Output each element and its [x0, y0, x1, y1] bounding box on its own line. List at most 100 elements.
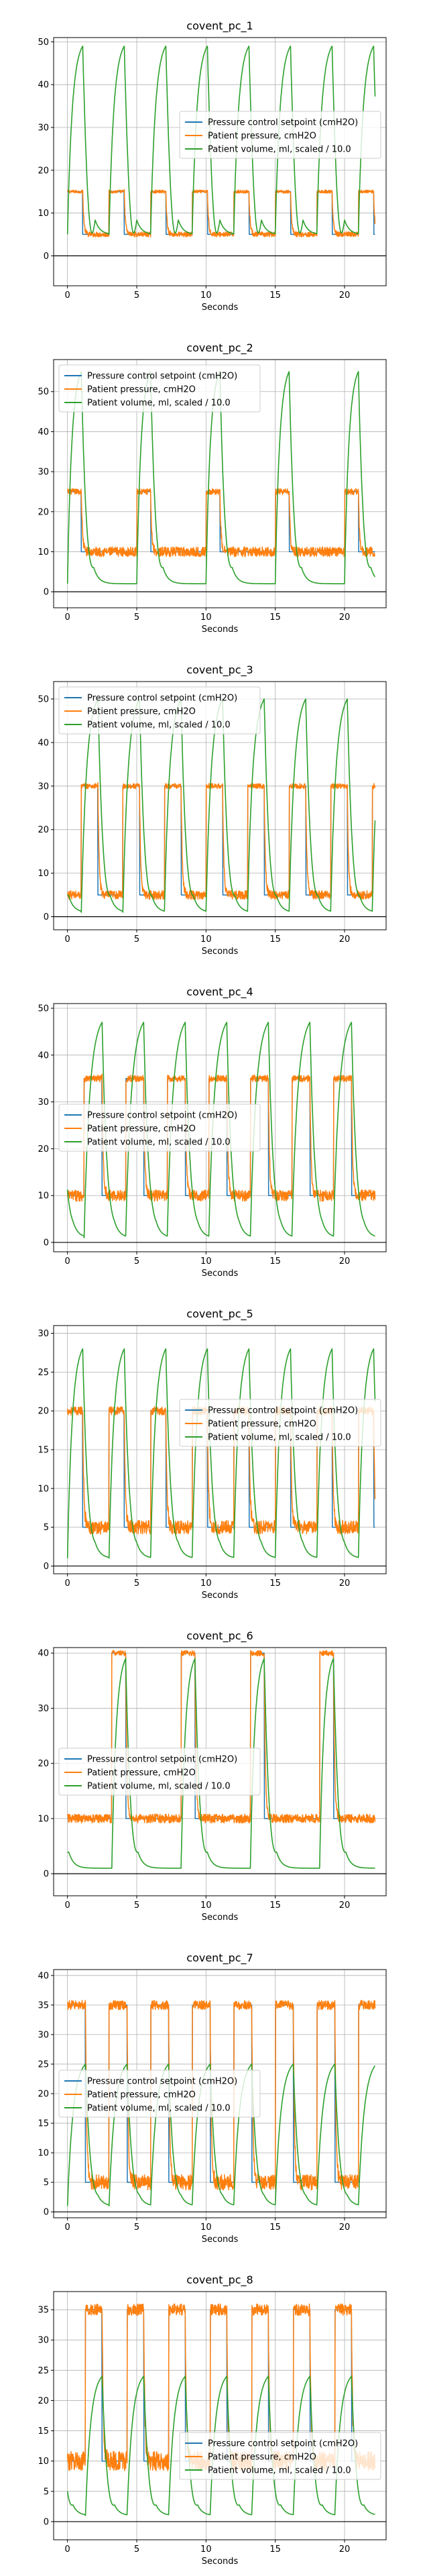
x-tick-label: 20	[339, 290, 351, 301]
legend-frame	[58, 2070, 261, 2118]
legend-label: Patient volume, ml, scaled / 10.0	[208, 145, 351, 155]
legend: Pressure control setpoint (cmH2O) Patient…	[58, 2070, 261, 2118]
y-tick-label: 40	[38, 1649, 49, 1659]
y-tick-label: 10	[38, 1484, 49, 1494]
y-tick-label: 20	[38, 2396, 49, 2406]
legend: Pressure control setpoint (cmH2O) Patient…	[179, 111, 381, 159]
x-axis-label: Seconds	[202, 303, 239, 313]
legend-label: Pressure control setpoint (cmH2O)	[87, 694, 237, 704]
y-tick-label: 20	[38, 2090, 49, 2100]
x-tick-label: 10	[200, 612, 212, 623]
y-tick-label: 5	[44, 2487, 49, 2497]
legend-frame	[179, 1399, 381, 1447]
x-tick-label: 5	[134, 290, 139, 301]
x-axis-label: Seconds	[202, 947, 239, 957]
x-tick-label: 15	[269, 1578, 281, 1589]
series-line-pressure	[66, 488, 376, 557]
chart-title: covent_pc_4	[186, 985, 253, 999]
y-tick-label: 50	[38, 694, 49, 704]
chart-panel: covent_pc_6 0 5 10 15 20 0 10 20 30 40 Seconds Press…	[38, 1629, 387, 1923]
y-tick-label: 0	[44, 2517, 49, 2527]
chart-panel: covent_pc_5 0 5 10 15 20 0 5 10 15 20 25 30 Seconds Pr…	[38, 1307, 387, 1601]
y-tick-label: 5	[44, 1523, 49, 1533]
y-tick-label: 40	[38, 1051, 49, 1061]
x-tick-label: 10	[200, 2222, 212, 2233]
plot-frame	[53, 1647, 387, 1896]
x-tick-label: 5	[134, 612, 139, 623]
chart-title: covent_pc_1	[186, 19, 253, 33]
y-tick-label: 40	[38, 427, 49, 437]
y-tick-label: 30	[38, 123, 49, 133]
y-tick-label: 15	[38, 2119, 49, 2129]
x-tick-label: 0	[65, 2222, 70, 2233]
y-tick-label: 20	[38, 1144, 49, 1155]
legend-label: Patient pressure, cmH2O	[208, 1419, 316, 1430]
x-tick-label: 20	[339, 612, 351, 623]
legend-label: Patient pressure, cmH2O	[87, 1124, 196, 1134]
legend-label: Patient pressure, cmH2O	[87, 1768, 196, 1778]
y-tick-label: 10	[38, 209, 49, 219]
plot-frame	[53, 359, 387, 608]
series-line-pressure	[67, 2000, 376, 2191]
y-tick-label: 10	[38, 2457, 49, 2467]
y-tick-label: 10	[38, 2149, 49, 2159]
series-line-pressure	[66, 189, 376, 237]
y-tick-label: 20	[38, 1407, 49, 1417]
y-tick-label: 30	[38, 2030, 49, 2040]
x-axis-label: Seconds	[202, 625, 239, 635]
x-tick-label: 10	[200, 934, 212, 945]
chart-title: covent_pc_5	[186, 1307, 253, 1321]
x-tick-label: 0	[65, 1578, 70, 1589]
x-tick-label: 10	[200, 1900, 212, 1911]
y-tick-label: 0	[44, 252, 49, 262]
y-tick-label: 0	[44, 1562, 49, 1572]
x-tick-label: 20	[339, 934, 351, 945]
y-tick-label: 10	[38, 869, 49, 879]
y-tick-label: 5	[44, 2178, 49, 2188]
y-tick-label: 0	[44, 1870, 49, 1880]
legend-label: Patient volume, ml, scaled / 10.0	[208, 1433, 351, 1443]
y-tick-label: 50	[38, 38, 49, 48]
chart-title: covent_pc_3	[186, 663, 253, 677]
x-tick-label: 0	[65, 934, 70, 945]
x-tick-label: 20	[339, 1578, 351, 1589]
plot-frame	[53, 1003, 387, 1252]
chart-title: covent_pc_2	[186, 341, 253, 355]
x-tick-label: 15	[269, 290, 281, 301]
x-tick-label: 20	[339, 2222, 351, 2233]
x-tick-label: 15	[269, 934, 281, 945]
x-tick-label: 5	[134, 934, 139, 945]
series-line-volume	[66, 2375, 375, 2516]
x-tick-label: 20	[339, 2544, 351, 2555]
legend-frame	[179, 2432, 381, 2480]
x-tick-label: 5	[134, 2222, 139, 2233]
legend-label: Patient pressure, cmH2O	[87, 2090, 196, 2100]
y-tick-label: 30	[38, 1329, 49, 1339]
legend-label: Patient pressure, cmH2O	[208, 2453, 316, 2463]
legend: Pressure control setpoint (cmH2O) Patient…	[58, 686, 261, 735]
series-line-volume	[66, 1022, 375, 1238]
y-tick-label: 10	[38, 1814, 49, 1824]
legend-label: Patient volume, ml, scaled / 10.0	[87, 1138, 231, 1148]
chart-panel: covent_pc_7 0 5 10 15 20 0 5 10 15 20 25 30 35 40 Secon…	[38, 1951, 387, 2245]
y-tick-label: 20	[38, 1759, 49, 1769]
chart-panel: covent_pc_2 0 5 10 15 20 0 10 20 30 40 50 Seconds Pre…	[38, 341, 387, 635]
y-tick-label: 20	[38, 507, 49, 517]
legend-frame	[58, 686, 261, 735]
legend: Pressure control setpoint (cmH2O) Patient…	[179, 1399, 381, 1447]
series-line-volume	[67, 1658, 375, 1869]
x-tick-label: 0	[65, 1900, 70, 1911]
legend-label: Pressure control setpoint (cmH2O)	[87, 372, 237, 382]
x-axis-label: Seconds	[202, 2557, 239, 2567]
legend-label: Patient volume, ml, scaled / 10.0	[208, 2466, 351, 2476]
legend-label: Pressure control setpoint (cmH2O)	[87, 1111, 237, 1121]
series-line-pressure	[66, 1073, 376, 1202]
legend-frame	[179, 111, 381, 159]
legend-label: Patient volume, ml, scaled / 10.0	[87, 2104, 231, 2114]
chart-panel: covent_pc_8 0 5 10 15 20 0 5 10 15 20 25 30 35 Seconds…	[38, 2273, 387, 2567]
y-tick-label: 40	[38, 1971, 49, 1981]
y-tick-label: 40	[38, 80, 49, 91]
y-tick-label: 0	[44, 1238, 49, 1248]
y-tick-label: 20	[38, 166, 49, 176]
legend: Pressure control setpoint (cmH2O) Patient…	[58, 1748, 261, 1796]
